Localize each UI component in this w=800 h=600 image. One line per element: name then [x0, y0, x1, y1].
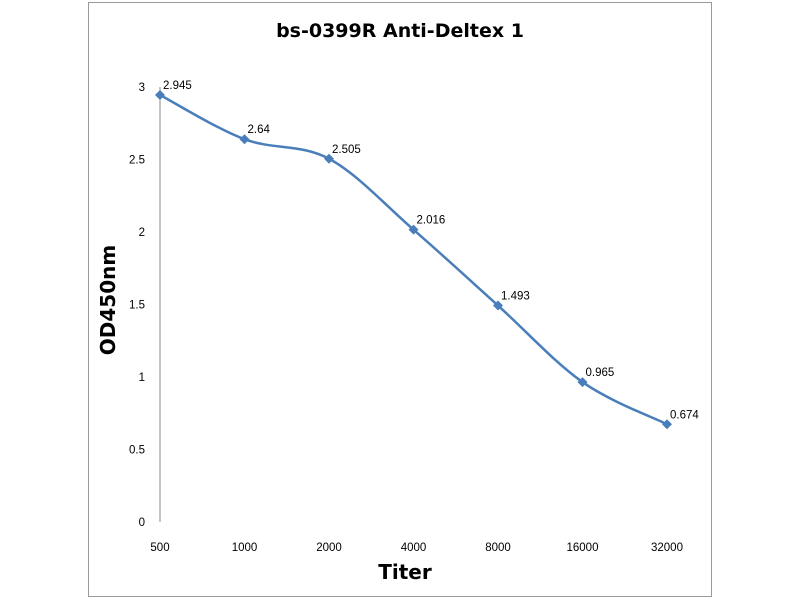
data-label: 0.674 [670, 409, 699, 421]
data-point-marker [155, 89, 165, 100]
x-tick-label: 16000 [567, 542, 599, 554]
y-tick-label: 3 [139, 82, 145, 94]
data-point-marker [408, 224, 419, 235]
data-point-marker [493, 300, 503, 311]
chart-frame [88, 2, 712, 597]
x-tick-label: 2000 [316, 542, 342, 554]
y-tick-label: 0.5 [129, 445, 145, 457]
data-label: 2.016 [417, 215, 446, 227]
x-axis-ticks: 500 1000 2000 4000 8000 16000 32000 [150, 542, 683, 554]
data-point-marker [577, 377, 588, 388]
y-tick-label: 0 [139, 517, 145, 529]
x-tick-label: 500 [150, 542, 169, 554]
data-label: 0.965 [586, 367, 615, 379]
data-label: 2.64 [248, 124, 271, 136]
y-tick-label: 1 [139, 372, 145, 384]
data-point-marker [324, 153, 334, 164]
chart-title: bs-0399R Anti-Deltex 1 [276, 20, 524, 42]
y-tick-label: 2 [139, 227, 145, 239]
y-axis-ticks: 0 0.5 1 1.5 2 2.5 3 [129, 82, 145, 529]
x-axis-title: Titer [378, 560, 432, 584]
y-tick-label: 2.5 [129, 155, 145, 167]
data-labels: 2.945 2.64 2.505 2.016 1.493 0.965 0.674 [163, 80, 699, 421]
y-axis-title: OD450nm [96, 245, 120, 355]
x-tick-label: 32000 [651, 542, 683, 554]
x-tick-label: 4000 [401, 542, 427, 554]
data-label: 1.493 [501, 291, 530, 303]
data-label: 2.505 [332, 144, 361, 156]
data-point-marker [662, 419, 672, 430]
data-label: 2.945 [163, 80, 192, 92]
x-tick-label: 8000 [485, 542, 511, 554]
data-point-marker [239, 134, 250, 145]
x-tick-label: 1000 [232, 542, 258, 554]
y-tick-label: 1.5 [129, 300, 145, 312]
data-markers [155, 89, 672, 430]
